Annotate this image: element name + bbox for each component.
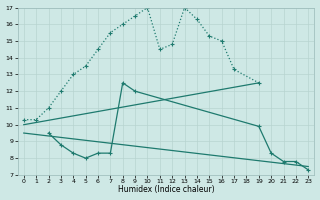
X-axis label: Humidex (Indice chaleur): Humidex (Indice chaleur)	[118, 185, 214, 194]
